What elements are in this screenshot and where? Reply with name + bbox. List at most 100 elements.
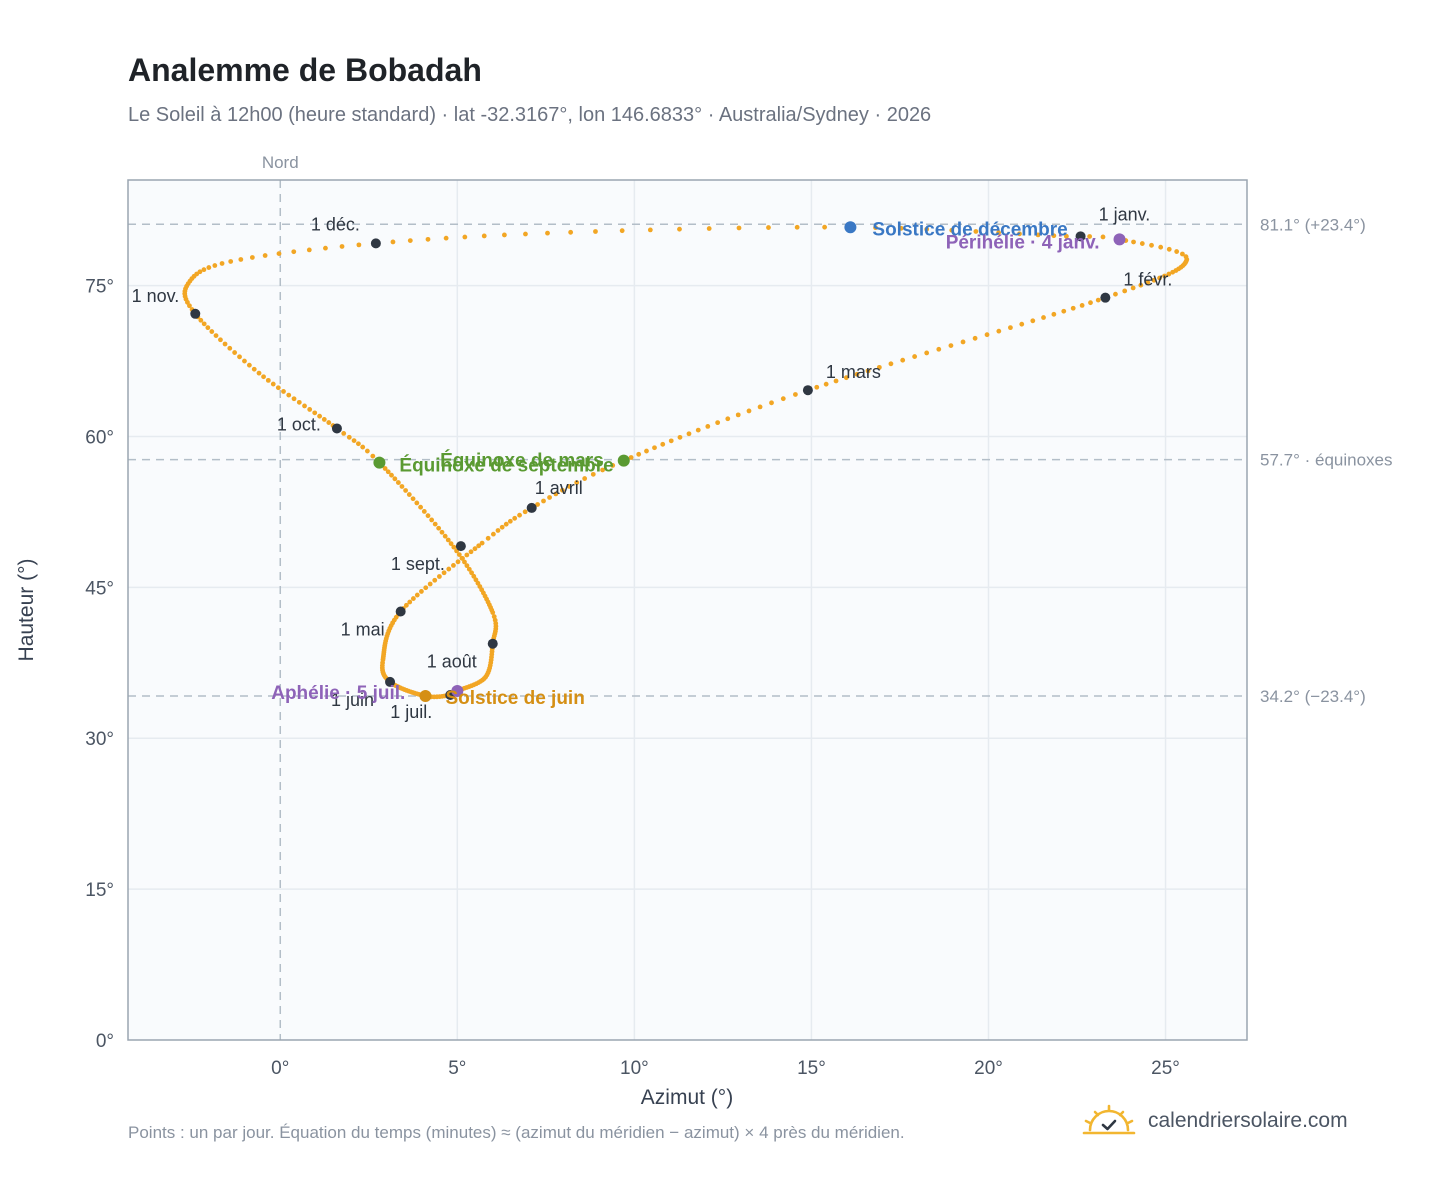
y-tick-label: 45° bbox=[85, 578, 114, 599]
day-point bbox=[766, 225, 771, 230]
month-label: 1 mars bbox=[826, 362, 881, 382]
day-point bbox=[364, 448, 370, 454]
month-marker bbox=[190, 308, 201, 319]
month-marker bbox=[487, 638, 498, 649]
day-point bbox=[307, 407, 313, 412]
month-markers: 1 janv. 1 févr. 1 mars 1 avril 1 mai 1 juin 1 … bbox=[132, 204, 1173, 722]
day-point bbox=[206, 265, 212, 270]
day-point bbox=[481, 233, 487, 239]
day-point bbox=[213, 333, 219, 339]
day-point bbox=[924, 226, 930, 232]
day-point bbox=[201, 267, 207, 273]
x-tick-label: 20° bbox=[974, 1058, 1003, 1079]
day-point bbox=[418, 504, 423, 510]
day-point bbox=[736, 225, 742, 231]
brand[interactable]: calendriersolaire.com bbox=[1082, 1104, 1348, 1138]
day-point bbox=[1113, 291, 1118, 297]
y-tick-label: 75° bbox=[85, 277, 114, 298]
day-point bbox=[833, 378, 839, 384]
chart-subtitle: Le Soleil à 12h00 (heure standard) · lat… bbox=[128, 104, 932, 126]
day-point bbox=[218, 337, 223, 343]
day-point bbox=[414, 592, 420, 598]
day-point bbox=[276, 251, 282, 257]
day-point bbox=[473, 577, 479, 583]
day-point bbox=[574, 480, 580, 485]
day-point bbox=[1166, 271, 1172, 277]
day-point bbox=[888, 361, 894, 367]
day-point bbox=[249, 255, 255, 260]
reference-line-label: 81.1° (+23.4°) bbox=[1260, 215, 1366, 234]
day-point bbox=[996, 328, 1002, 334]
day-point bbox=[429, 517, 435, 523]
day-point bbox=[1064, 233, 1069, 239]
day-point bbox=[823, 381, 829, 387]
day-point bbox=[321, 417, 327, 422]
day-point bbox=[843, 375, 849, 381]
day-point bbox=[1051, 233, 1057, 239]
day-point bbox=[296, 399, 302, 405]
day-point bbox=[317, 413, 323, 419]
day-point bbox=[395, 480, 401, 485]
day-point bbox=[382, 466, 388, 471]
day-point bbox=[427, 581, 433, 587]
day-point bbox=[455, 559, 461, 565]
event-label: Équinoxe de mars bbox=[440, 450, 604, 472]
day-point bbox=[205, 325, 211, 331]
day-point bbox=[636, 451, 642, 457]
event-label: Équinoxe de septembre bbox=[399, 455, 613, 477]
footnote: Points : un par jour. Équation du temps … bbox=[128, 1123, 905, 1142]
day-point bbox=[695, 427, 701, 433]
month-label: 1 avril bbox=[535, 478, 583, 498]
day-point bbox=[973, 229, 979, 234]
day-point bbox=[471, 573, 477, 579]
month-label: 1 oct. bbox=[277, 414, 321, 434]
day-point bbox=[769, 400, 774, 406]
month-label: 1 juin bbox=[331, 690, 374, 710]
day-point bbox=[448, 541, 454, 547]
day-point bbox=[451, 562, 456, 568]
event-label: Périhélie · 4 janv. bbox=[946, 232, 1100, 253]
event-marker bbox=[844, 221, 857, 234]
day-point bbox=[545, 230, 550, 236]
day-point bbox=[1157, 275, 1162, 281]
day-point bbox=[1122, 288, 1128, 294]
y-axis-label: Hauteur (°) bbox=[15, 559, 38, 662]
day-point bbox=[439, 529, 445, 535]
month-label: 1 févr. bbox=[1123, 270, 1172, 290]
day-point bbox=[1095, 297, 1101, 303]
day-point bbox=[522, 509, 528, 515]
day-point bbox=[568, 229, 574, 235]
reference-line-label: 34.2° (−23.4°) bbox=[1260, 687, 1366, 706]
x-tick-label: 0° bbox=[271, 1058, 289, 1079]
day-point bbox=[346, 434, 352, 440]
day-point bbox=[984, 332, 990, 338]
reference-lines: Nord 81.1° (+23.4°) 57.7° · équinoxes 34.2°… bbox=[128, 153, 1393, 1040]
day-point bbox=[814, 384, 820, 390]
plot-frame bbox=[127, 179, 1248, 1041]
day-point bbox=[407, 599, 413, 605]
grid-lines bbox=[128, 180, 1247, 1040]
event-marker bbox=[373, 456, 386, 469]
day-point bbox=[1088, 300, 1093, 306]
day-point bbox=[370, 453, 376, 459]
day-point bbox=[356, 242, 362, 248]
day-point bbox=[647, 227, 653, 233]
month-marker bbox=[370, 238, 381, 249]
x-axis-label: Azimut (°) bbox=[641, 1086, 733, 1109]
day-point bbox=[652, 445, 657, 451]
day-point bbox=[996, 230, 1002, 236]
day-point bbox=[865, 368, 871, 374]
day-point bbox=[936, 346, 942, 352]
day-point bbox=[323, 245, 328, 251]
day-point bbox=[351, 438, 357, 444]
day-point bbox=[912, 354, 918, 359]
day-point bbox=[1041, 315, 1046, 320]
month-marker bbox=[395, 606, 406, 617]
day-point bbox=[451, 544, 457, 550]
day-point bbox=[502, 232, 507, 238]
month-label: 1 août bbox=[427, 652, 477, 672]
day-point bbox=[436, 574, 442, 579]
day-point bbox=[1166, 246, 1172, 252]
day-point bbox=[794, 224, 800, 230]
month-marker bbox=[802, 385, 813, 396]
